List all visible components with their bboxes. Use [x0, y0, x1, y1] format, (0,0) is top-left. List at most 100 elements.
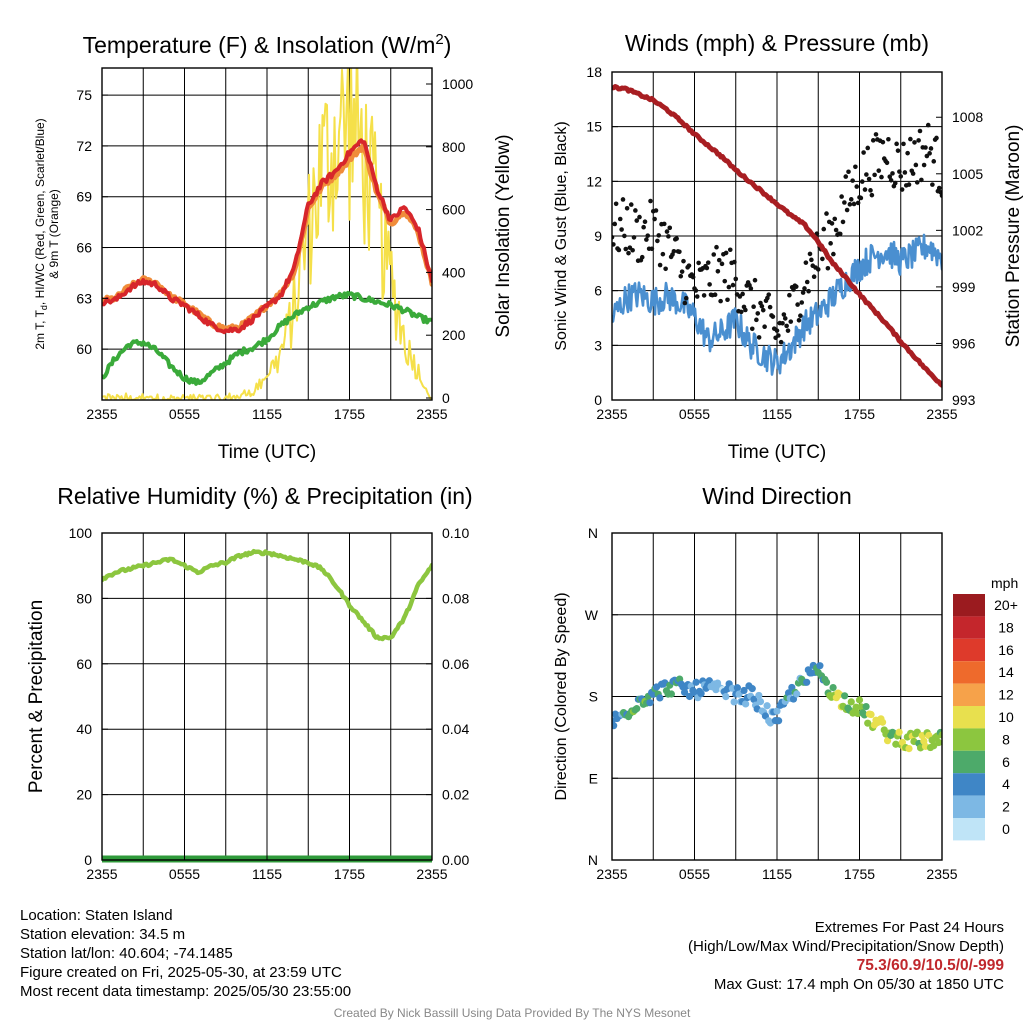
y-tick-label: 72 — [76, 138, 92, 154]
gust-point — [714, 244, 719, 250]
gust-point — [870, 138, 876, 143]
gust-point — [821, 226, 827, 232]
y-axis-label: Sonic Wind & Gust (Blue, Black) — [553, 121, 570, 350]
gust-point — [910, 171, 916, 176]
gust-point — [645, 233, 651, 238]
gust-point — [842, 200, 847, 205]
gust-point — [661, 221, 667, 227]
gust-point — [873, 132, 879, 137]
gust-point — [859, 179, 865, 184]
gust-point — [913, 162, 919, 168]
y-tick-label: S — [589, 689, 598, 705]
x-tick-label: 1155 — [252, 406, 282, 422]
gust-point — [678, 273, 684, 279]
extremes-panel: Extremes For Past 24 Hours (High/Low/Max… — [688, 918, 1004, 994]
direction-point — [692, 678, 700, 686]
direction-point — [750, 695, 758, 703]
gust-point — [727, 247, 733, 253]
gust-point — [914, 180, 920, 185]
gust-point — [902, 170, 908, 175]
x-tick-label: 2355 — [596, 866, 627, 882]
gust-point — [693, 288, 699, 293]
x-tick-label: 2355 — [926, 406, 957, 422]
created-text: Figure created on Fri, 2025-05-30, at 23… — [20, 964, 342, 981]
gust-point — [652, 216, 657, 222]
station-info: Location: Staten Island Station elevatio… — [20, 906, 351, 1001]
gust-point — [919, 177, 924, 183]
gust-point — [696, 260, 701, 266]
gust-point — [754, 317, 759, 323]
gust-point — [832, 216, 838, 222]
gust-point — [711, 252, 717, 257]
legend-label: 14 — [998, 664, 1014, 680]
gust-point — [865, 145, 871, 151]
direction-point — [879, 718, 887, 726]
location-text: Location: Staten Island — [20, 907, 173, 924]
gust-point — [806, 288, 811, 294]
gust-point — [722, 278, 728, 284]
y-tick-label: 0 — [84, 852, 92, 868]
gust-point — [850, 178, 855, 183]
x-tick-label: 1755 — [844, 866, 875, 882]
direction-point — [829, 683, 837, 692]
legend-swatch — [953, 818, 985, 841]
gust-point — [815, 267, 821, 272]
direction-point — [733, 684, 742, 692]
y-right-axis-label: Station Pressure (Maroon) — [1003, 125, 1024, 348]
gust-point — [795, 302, 800, 307]
y-tick-label: 63 — [76, 290, 92, 306]
y-tick-label: 60 — [76, 341, 92, 357]
y-tick-label: 80 — [76, 590, 92, 606]
gust-point — [848, 197, 854, 202]
x-tick-label: 1155 — [762, 866, 792, 882]
legend-swatch — [953, 683, 985, 706]
gust-point — [740, 291, 745, 297]
gust-point — [868, 188, 873, 193]
gust-point — [824, 211, 829, 216]
gust-point — [866, 176, 872, 182]
gust-point — [798, 313, 803, 319]
x-tick-label: 1155 — [252, 866, 282, 882]
gust-point — [760, 307, 766, 313]
legend-label: 20+ — [994, 597, 1018, 613]
gust-point — [861, 150, 866, 155]
gust-point — [895, 148, 901, 153]
gust-point — [934, 135, 939, 141]
y-tick-label: 20 — [76, 787, 92, 803]
direction-point — [697, 690, 705, 698]
legend-swatch — [953, 638, 985, 662]
x-tick-label: 1755 — [844, 406, 875, 422]
y-right-tick-label: 0 — [442, 390, 450, 406]
gust-point — [886, 136, 891, 142]
legend-swatch — [953, 795, 985, 818]
gust-point — [847, 202, 853, 207]
legend-label: 2 — [1002, 799, 1010, 815]
gust-point — [843, 174, 849, 179]
y-right-tick-label: 1005 — [952, 166, 983, 182]
gust-point — [719, 261, 725, 267]
gust-point — [657, 262, 663, 268]
gust-point — [620, 197, 626, 202]
y-right-tick-label: 400 — [442, 264, 466, 280]
gust-point — [905, 150, 910, 156]
gust-point — [633, 208, 638, 213]
x-tick-label: 1755 — [334, 406, 365, 422]
gust-point — [660, 251, 666, 257]
y-axis-label-line2: & 9m T (Orange) — [47, 189, 61, 279]
gust-point — [664, 229, 670, 234]
gust-point — [619, 227, 624, 232]
gust-point — [725, 297, 730, 303]
y-right-axis-label: Solar Insolation (Yellow) — [493, 134, 514, 337]
x-axis-label: Time (UTC) — [218, 442, 317, 463]
direction-point — [773, 707, 781, 715]
y-tick-label: 100 — [69, 525, 93, 541]
direction-point — [867, 710, 875, 719]
gust-point — [683, 295, 689, 301]
y-right-tick-label: 0.00 — [442, 852, 469, 868]
gust-point — [846, 169, 851, 175]
gust-point — [637, 214, 642, 220]
direction-point — [742, 700, 750, 708]
gust-point — [862, 187, 868, 192]
max-gust-text: Max Gust: 17.4 mph On 05/30 at 1850 UTC — [713, 976, 1004, 993]
